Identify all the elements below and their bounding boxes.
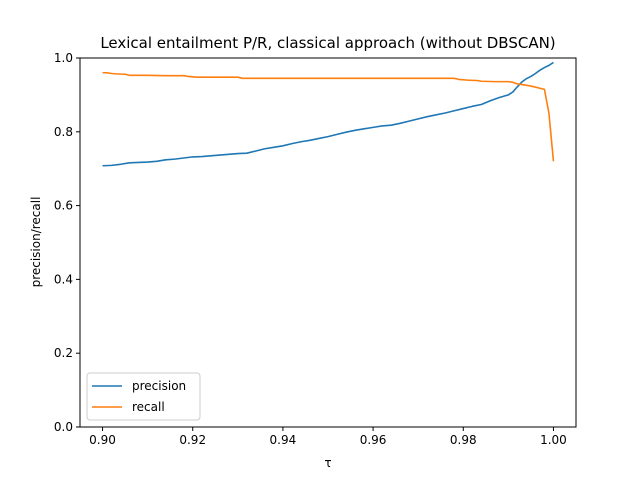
x-tick-label: 0.94 — [270, 433, 297, 447]
series-layer — [102, 61, 555, 167]
chart-title: Lexical entailment P/R, classical approa… — [100, 34, 555, 52]
legend-box — [86, 372, 201, 421]
y-tick-label: 0.2 — [54, 346, 73, 360]
y-tick-label: 0.6 — [54, 199, 73, 213]
plot-area: 0.90 0.92 0.94 0.96 0.98 1.00 0.0 0.2 0.4 0.6 0.8… — [54, 51, 577, 447]
precision-line — [102, 61, 554, 167]
x-tick-label: 1.00 — [540, 433, 567, 447]
x-axis: 0.90 0.92 0.94 0.96 0.98 1.00 — [89, 427, 567, 447]
recall-legend-label: recall — [132, 400, 165, 414]
y-tick-label: 0.8 — [54, 125, 73, 139]
x-tick-label: 0.92 — [179, 433, 206, 447]
x-axis-label: τ — [324, 456, 331, 470]
recall-line — [102, 71, 555, 162]
y-tick-label: 0.4 — [54, 272, 73, 286]
precision-legend-label: precision — [132, 379, 186, 393]
x-tick-label: 0.96 — [360, 433, 387, 447]
y-tick-label: 0.0 — [54, 420, 73, 434]
x-tick-label: 0.98 — [450, 433, 477, 447]
x-tick-label: 0.90 — [89, 433, 116, 447]
y-axis: 0.0 0.2 0.4 0.6 0.8 1.0 — [54, 51, 80, 434]
legend: precision recall — [86, 372, 201, 421]
y-tick-label: 1.0 — [54, 51, 73, 65]
axes-frame — [79, 57, 577, 428]
y-axis-label: precision/recall — [29, 197, 43, 288]
